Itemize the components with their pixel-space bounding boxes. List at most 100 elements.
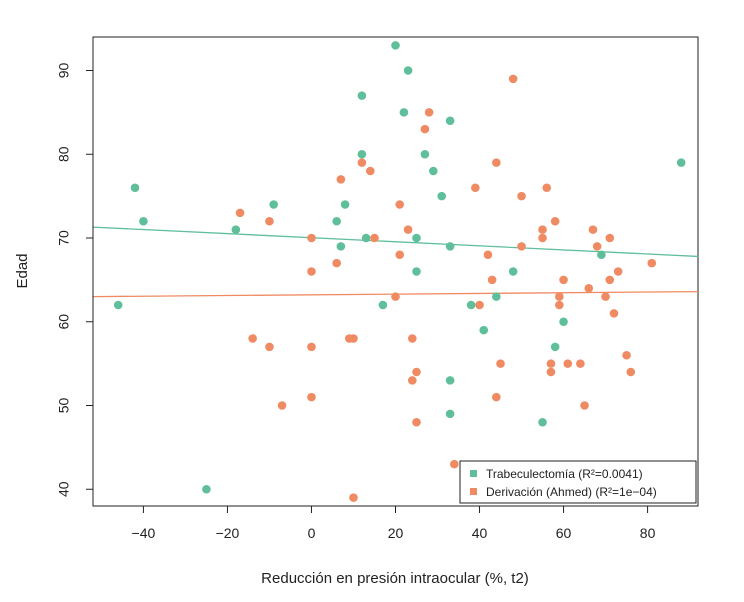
point-derivacion	[647, 258, 657, 268]
x-tick-label: 20	[388, 525, 404, 541]
point-derivacion	[559, 275, 568, 285]
point-trabeculectomia	[479, 325, 489, 335]
point-derivacion	[307, 233, 316, 243]
point-trabeculectomia	[391, 41, 400, 50]
point-derivacion	[546, 359, 556, 368]
point-trabeculectomia	[357, 149, 367, 159]
point-derivacion	[622, 350, 631, 360]
point-trabeculectomia	[676, 158, 686, 167]
y-tick-label: 80	[56, 146, 72, 162]
point-derivacion	[235, 208, 245, 218]
point-derivacion	[605, 275, 615, 285]
point-derivacion	[609, 309, 619, 318]
point-trabeculectomia	[445, 116, 455, 126]
point-trabeculectomia	[420, 149, 430, 159]
point-trabeculectomia	[538, 417, 547, 427]
point-trabeculectomia	[202, 484, 211, 494]
point-trabeculectomia	[357, 91, 367, 100]
point-derivacion	[492, 158, 501, 167]
x-tick-label: 40	[472, 525, 488, 541]
point-trabeculectomia	[399, 108, 409, 117]
y-tick-label: 60	[56, 314, 72, 330]
y-tick-label: 40	[56, 481, 72, 497]
point-trabeculectomia	[231, 225, 241, 234]
data-points	[113, 41, 686, 502]
y-tick-label: 70	[56, 230, 72, 246]
point-derivacion	[349, 493, 358, 502]
legend-swatch-trabeculectomia	[470, 470, 477, 477]
point-derivacion	[412, 417, 421, 427]
point-trabeculectomia	[466, 300, 476, 310]
point-trabeculectomia	[378, 300, 388, 310]
point-derivacion	[395, 250, 405, 260]
point-derivacion	[588, 225, 598, 234]
point-derivacion	[580, 401, 589, 410]
point-derivacion	[391, 292, 400, 301]
point-derivacion	[483, 250, 493, 260]
point-derivacion	[601, 292, 610, 301]
point-derivacion	[349, 334, 358, 343]
y-axis-title: Edad	[14, 253, 31, 288]
point-trabeculectomia	[340, 200, 350, 209]
point-trabeculectomia	[445, 409, 455, 419]
point-trabeculectomia	[508, 267, 518, 276]
x-axis-title: Reducción en presión intraocular (%, t2)	[261, 570, 529, 587]
point-derivacion	[487, 275, 497, 285]
x-axis: −40 −20 0 20 40 60 80	[132, 505, 656, 541]
point-derivacion	[357, 158, 367, 167]
point-derivacion	[248, 334, 257, 343]
point-derivacion	[408, 334, 417, 343]
point-derivacion	[576, 359, 585, 368]
point-trabeculectomia	[437, 191, 447, 201]
point-trabeculectomia	[139, 216, 148, 226]
point-trabeculectomia	[332, 216, 341, 226]
point-derivacion	[555, 300, 564, 310]
point-derivacion	[605, 233, 615, 243]
x-tick-label: −40	[132, 525, 156, 541]
point-derivacion	[336, 175, 346, 184]
legend-swatch-derivacion	[470, 488, 477, 495]
point-derivacion	[538, 233, 547, 243]
point-trabeculectomia	[597, 250, 606, 260]
point-derivacion	[471, 183, 480, 193]
point-trabeculectomia	[269, 200, 278, 209]
point-derivacion	[550, 216, 560, 226]
point-derivacion	[555, 292, 564, 301]
point-derivacion	[475, 300, 484, 310]
point-derivacion	[492, 392, 501, 402]
point-trabeculectomia	[445, 242, 455, 251]
point-derivacion	[332, 258, 341, 268]
point-derivacion	[450, 459, 459, 469]
point-derivacion	[626, 367, 636, 377]
point-derivacion	[508, 74, 518, 84]
point-derivacion	[265, 216, 274, 226]
point-trabeculectomia	[412, 233, 421, 243]
point-derivacion	[424, 108, 434, 117]
point-trabeculectomia	[412, 267, 421, 276]
point-derivacion	[538, 225, 547, 234]
x-tick-label: 80	[640, 525, 656, 541]
point-derivacion	[517, 191, 526, 201]
point-trabeculectomia	[361, 233, 371, 243]
point-derivacion	[307, 267, 316, 276]
point-derivacion	[613, 267, 623, 276]
point-derivacion	[365, 166, 375, 176]
point-derivacion	[395, 200, 405, 209]
x-tick-label: −20	[216, 525, 240, 541]
point-derivacion	[542, 183, 552, 193]
point-derivacion	[370, 233, 379, 243]
point-trabeculectomia	[559, 317, 568, 327]
legend: Trabeculectomía (R²=0.0041) Derivación (…	[459, 460, 697, 504]
point-derivacion	[546, 367, 556, 377]
point-trabeculectomia	[492, 292, 501, 301]
x-tick-label: 0	[308, 525, 316, 541]
y-tick-label: 50	[56, 398, 72, 414]
point-derivacion	[403, 225, 413, 234]
point-trabeculectomia	[445, 376, 455, 385]
y-axis: 40 50 60 70 80 90	[56, 63, 94, 497]
point-derivacion	[412, 367, 421, 377]
legend-label-trabeculectomia: Trabeculectomía (R²=0.0041)	[486, 467, 643, 481]
point-derivacion	[408, 376, 417, 385]
